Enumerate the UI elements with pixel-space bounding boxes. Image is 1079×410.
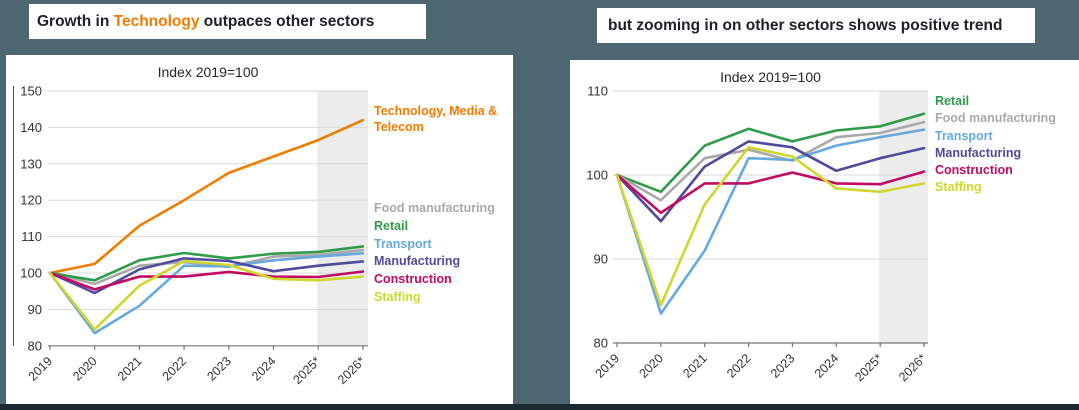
legend-item-technology: Technology, Media & Telecom [374, 104, 498, 134]
x-tick-label: 2026* [335, 354, 368, 387]
x-tick-label: 2020 [70, 354, 100, 384]
x-tick-label: 2024 [249, 354, 279, 384]
y-tick-label: 80 [28, 338, 42, 353]
x-tick-label: 2019 [593, 351, 623, 381]
legend-item-construction: Construction [374, 272, 452, 287]
left-line-chart: 2019 2020 2021 2022 2023 2024 2025* 2026* 150 140… [13, 84, 368, 387]
x-tick-label: 2025* [852, 351, 885, 384]
series-line-transport [615, 128, 926, 315]
x-tick-label: 2024 [812, 351, 842, 381]
x-tick-label: 2026* [896, 351, 929, 384]
left-chart-panel: Index 2019=100 2019 2020 2021 2022 2023 2024 2… [6, 55, 513, 405]
x-tick-label: 2021 [680, 351, 710, 381]
footer-strip [0, 404, 1079, 410]
legend-item-construction: Construction [935, 163, 1013, 178]
legend-item-manufacturing: Manufacturing [374, 254, 461, 269]
y-tick-label: 90 [594, 252, 608, 267]
series-line-tech [48, 118, 365, 275]
y-tick-label: 100 [586, 168, 608, 183]
right-chart-panel: Index 2019=100 2019 2020 2021 2022 2023 2024 2… [570, 60, 1079, 405]
y-tick-label: 110 [587, 84, 608, 99]
y-tick-label: 110 [21, 229, 42, 244]
left-legend: Food manufacturing Retail Transport Manu… [374, 200, 495, 307]
forecast-band [879, 91, 928, 343]
right-headline: but zooming in on other sectors shows po… [597, 8, 1035, 43]
x-tick-label: 2021 [115, 354, 145, 384]
y-tick-label: 80 [594, 336, 608, 351]
series-line-staffing [48, 259, 365, 331]
y-tick-label: 150 [20, 84, 42, 99]
left-headline-prefix: Growth in [37, 13, 114, 30]
y-tick-label: 130 [20, 156, 42, 171]
legend-item-retail: Retail [374, 218, 409, 233]
left-headline-suffix: outpaces other sectors [199, 13, 375, 30]
right-line-chart: 2019 2020 2021 2022 2023 2024 2025* 2026* 110 100… [586, 84, 929, 385]
x-tick-label: 2022 [724, 351, 754, 381]
x-tick-label: 2019 [26, 354, 56, 384]
right-legend: Retail Food manufacturing Transport Manu… [935, 93, 1056, 197]
legend-item-food-manufacturing: Food manufacturing [374, 201, 495, 215]
legend-item-manufacturing: Manufacturing [935, 145, 1022, 160]
x-tick-label: 2025* [290, 354, 323, 387]
left-headline-highlight: Technology [113, 13, 200, 30]
series-line-construction [48, 270, 365, 291]
legend-item-transport: Transport [935, 128, 993, 143]
right-chart-title: Index 2019=100 [720, 69, 821, 85]
legend-item-retail: Retail [935, 94, 970, 108]
left-chart-title: Index 2019=100 [157, 64, 259, 80]
y-tick-label: 90 [28, 302, 42, 317]
series-line-retail [48, 245, 365, 282]
series-line-retail [615, 112, 926, 194]
x-tick-label: 2022 [160, 354, 190, 384]
series-line-food [48, 248, 365, 286]
forecast-band [317, 91, 368, 346]
left-headline: Growth in Technology outpaces other sect… [29, 4, 426, 39]
legend-item-staffing: Staffing [935, 180, 982, 195]
y-tick-label: 120 [20, 193, 42, 208]
series-line-manufacturing [615, 140, 926, 223]
y-tick-label: 140 [20, 120, 42, 135]
legend-item-food-manufacturing: Food manufacturing [935, 111, 1056, 126]
series-line-construction [615, 170, 926, 215]
legend-item-staffing: Staffing [374, 289, 421, 304]
x-tick-label: 2023 [768, 351, 798, 381]
x-tick-label: 2020 [636, 351, 666, 381]
series-line-manufacturing [48, 257, 365, 295]
legend-item-transport: Transport [374, 236, 432, 251]
series-line-food [615, 120, 926, 202]
y-tick-label: 100 [20, 266, 42, 281]
series-line-transport [48, 252, 365, 335]
x-tick-label: 2023 [204, 354, 234, 384]
series-line-staffing [615, 146, 926, 307]
